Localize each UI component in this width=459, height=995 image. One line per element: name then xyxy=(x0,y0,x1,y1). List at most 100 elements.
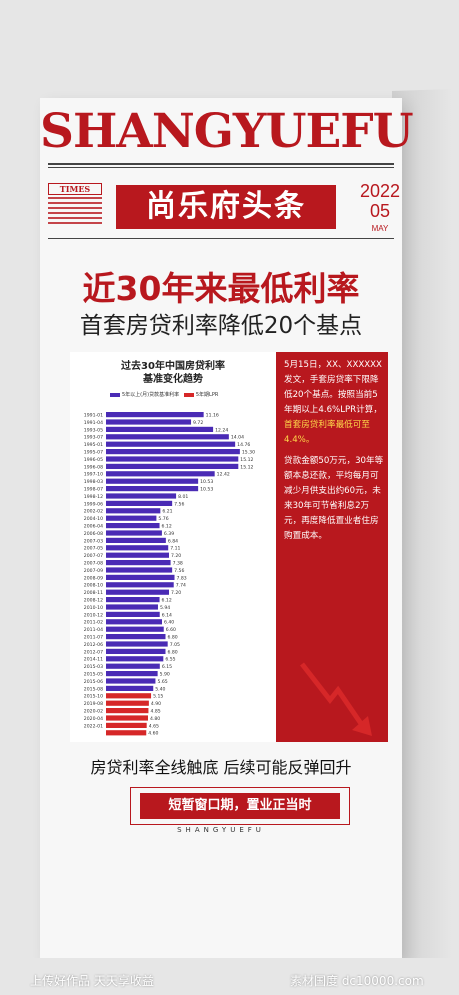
tick-label: 1995-01 xyxy=(84,442,103,448)
data-label: 9.72 xyxy=(193,420,203,426)
data-label: 4.90 xyxy=(151,701,161,707)
bar xyxy=(106,426,214,432)
masthead-rule-thin xyxy=(48,167,394,168)
data-label: 7.20 xyxy=(171,590,181,596)
bar xyxy=(106,434,229,440)
tick-label: 2011-04 xyxy=(84,627,103,633)
tick-label: 2007-03 xyxy=(84,538,103,544)
data-label: 7.38 xyxy=(173,561,183,567)
data-label: 4.65 xyxy=(149,723,159,729)
tick-label: 2015-10 xyxy=(84,694,103,700)
bar xyxy=(106,530,162,536)
bar xyxy=(106,456,239,462)
data-label: 6.39 xyxy=(164,531,174,537)
bar xyxy=(106,589,169,595)
data-label: 10.53 xyxy=(200,479,213,485)
bar xyxy=(106,463,239,469)
bar xyxy=(106,626,164,632)
bar xyxy=(106,663,160,669)
tick-label: 1998-07 xyxy=(84,487,103,493)
tick-label: 2020-04 xyxy=(84,716,103,722)
data-label: 4.85 xyxy=(150,709,160,715)
data-label: 5.15 xyxy=(153,694,163,700)
data-label: 6.84 xyxy=(168,538,178,544)
tick-label: 2011-07 xyxy=(84,635,103,641)
bar xyxy=(106,545,169,551)
masthead-rule xyxy=(48,163,394,165)
data-label: 15.12 xyxy=(240,457,253,463)
info-highlight: 首套房贷利率最低可至4.4%。 xyxy=(284,420,370,445)
bar xyxy=(106,648,166,654)
data-label: 6.55 xyxy=(165,657,175,663)
data-label: 7.20 xyxy=(171,553,181,559)
bar-chart: 1991-01 11.16 1991-04 9.72 1993-05 12.24 1993-… xyxy=(84,412,255,737)
masthead: SHANGYUEFU xyxy=(40,104,414,159)
tick-label: 2015-06 xyxy=(84,679,103,685)
legend-label-lpr: 5年期LPR xyxy=(195,392,219,398)
chart-title: 过去30年中国房贷利率基准变化趋势 xyxy=(70,360,276,386)
bar xyxy=(106,574,175,580)
tick-label: 2010-12 xyxy=(84,612,103,618)
watermark-left: 上传好作品 天天享收益 xyxy=(30,974,154,988)
tick-label: 1991-04 xyxy=(84,420,103,426)
bar xyxy=(106,419,192,425)
data-label: 15.12 xyxy=(240,464,253,470)
data-label: 14.04 xyxy=(231,435,244,441)
footer-brand: SHANGYUEFU xyxy=(177,826,265,834)
data-label: 14.76 xyxy=(237,442,250,448)
data-label: 5.40 xyxy=(155,686,165,692)
data-label: 8.01 xyxy=(178,494,188,500)
info-panel-text: 5月15日，XX、XXXXXX发文，手套房贷率下限降低20个基点。按照当前5年期… xyxy=(284,358,384,544)
tick-label: 1995-07 xyxy=(84,450,103,456)
tick-label: 2007-09 xyxy=(84,568,103,574)
legend-swatch-lpr xyxy=(183,392,194,397)
data-label: 7.74 xyxy=(176,583,186,589)
data-label: 6.40 xyxy=(164,620,174,626)
tick-label: 2012-06 xyxy=(84,642,103,648)
header-rule xyxy=(48,238,394,239)
headline-main: 近30年来最低利率 xyxy=(82,269,360,308)
tick-label: 2008-11 xyxy=(84,590,103,596)
tick-label: 1993-05 xyxy=(84,427,103,433)
tick-label: 2011-02 xyxy=(84,620,103,626)
tick-label: 1998-03 xyxy=(84,479,103,485)
chart-title-text: 过去30年中国房贷利率基准变化趋势 xyxy=(121,361,225,385)
data-label: 4.60 xyxy=(148,731,158,737)
bar xyxy=(106,671,158,677)
tick-label: 1997-10 xyxy=(84,472,103,478)
bar xyxy=(106,582,174,588)
tick-label: 2006-04 xyxy=(84,524,103,530)
tick-label: 1999-06 xyxy=(84,501,103,507)
chart-panel: 过去30年中国房贷利率基准变化趋势 5年以上(月)贷款基准利率 5年期LPR 1… xyxy=(70,352,276,742)
tick-label: 2008-10 xyxy=(84,583,103,589)
data-label: 4.80 xyxy=(150,716,160,722)
bar xyxy=(106,597,160,603)
data-label: 6.80 xyxy=(168,635,178,641)
bar xyxy=(106,515,157,521)
tick-label: 1998-12 xyxy=(84,494,103,500)
watermark-bar xyxy=(0,958,459,995)
data-label: 6.80 xyxy=(168,649,178,655)
bottom-tagline: 房贷利率全线触底 后续可能反弹回升 xyxy=(90,758,352,777)
data-label: 12.42 xyxy=(217,472,230,478)
tick-label: 1991-01 xyxy=(84,413,103,419)
bar xyxy=(106,493,177,499)
bar xyxy=(106,619,162,625)
issue-month: 05 xyxy=(369,201,391,221)
tick-label: 2007-05 xyxy=(84,546,103,552)
legend-label-base: 5年以上(月)贷款基准利率 xyxy=(122,392,180,398)
bar xyxy=(106,693,152,699)
chart-legend: 5年以上(月)贷款基准利率 5年期LPR xyxy=(110,392,218,399)
bar xyxy=(106,700,149,706)
data-label: 5.65 xyxy=(157,679,167,685)
data-label: 7.56 xyxy=(174,501,184,507)
watermark-right: 素材国度 dc10000.com xyxy=(290,974,424,988)
data-label: 6.12 xyxy=(162,598,172,604)
bar xyxy=(106,523,160,529)
tick-label: 2020-02 xyxy=(84,709,103,715)
data-label: 6.15 xyxy=(162,664,172,670)
info-paragraph-2: 贷款金额50万元，30年等额本息还款，平均每月可减少月供支出约60元，未来30年… xyxy=(284,456,384,541)
tick-label: 2007-08 xyxy=(84,561,103,567)
times-label: TIMES xyxy=(48,183,102,195)
tick-label: 2007-07 xyxy=(84,553,103,559)
